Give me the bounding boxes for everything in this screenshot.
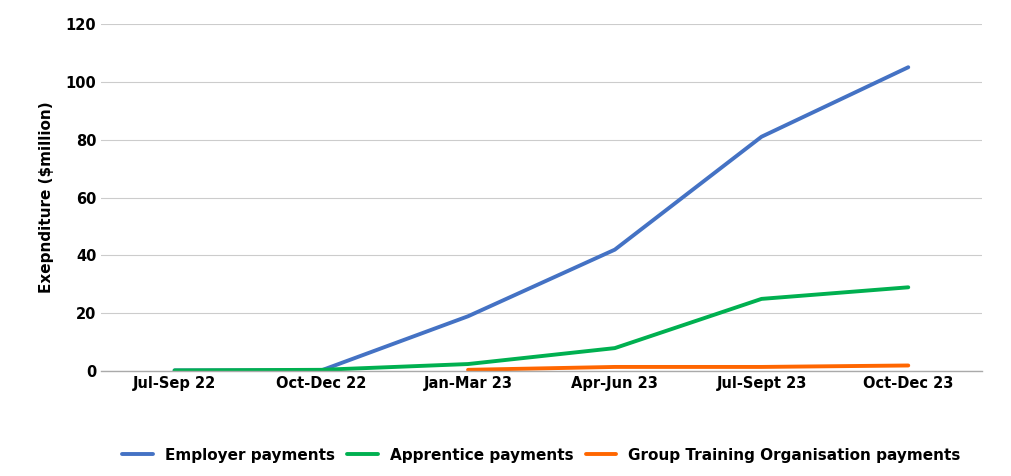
Group Training Organisation payments [608, 364, 620, 370]
Group Training Organisation payments [754, 364, 766, 370]
Apprentice payments [901, 285, 913, 290]
Line: Employer payments: Employer payments [174, 67, 907, 370]
Apprentice payments [461, 361, 473, 367]
Group Training Organisation payments [901, 363, 913, 368]
Y-axis label: Exepnditure ($million): Exepnditure ($million) [39, 102, 55, 293]
Employer payments [901, 64, 913, 70]
Apprentice payments [608, 345, 620, 351]
Employer payments [608, 247, 620, 253]
Employer payments [461, 313, 473, 319]
Employer payments [754, 134, 766, 139]
Apprentice payments [315, 367, 328, 373]
Apprentice payments [754, 296, 766, 302]
Line: Apprentice payments: Apprentice payments [174, 288, 907, 370]
Employer payments [168, 367, 180, 373]
Apprentice payments [168, 367, 180, 373]
Group Training Organisation payments [461, 367, 473, 373]
Legend: Employer payments, Apprentice payments, Group Training Organisation payments: Employer payments, Apprentice payments, … [116, 441, 966, 469]
Line: Group Training Organisation payments: Group Training Organisation payments [467, 366, 907, 370]
Employer payments [315, 367, 328, 373]
